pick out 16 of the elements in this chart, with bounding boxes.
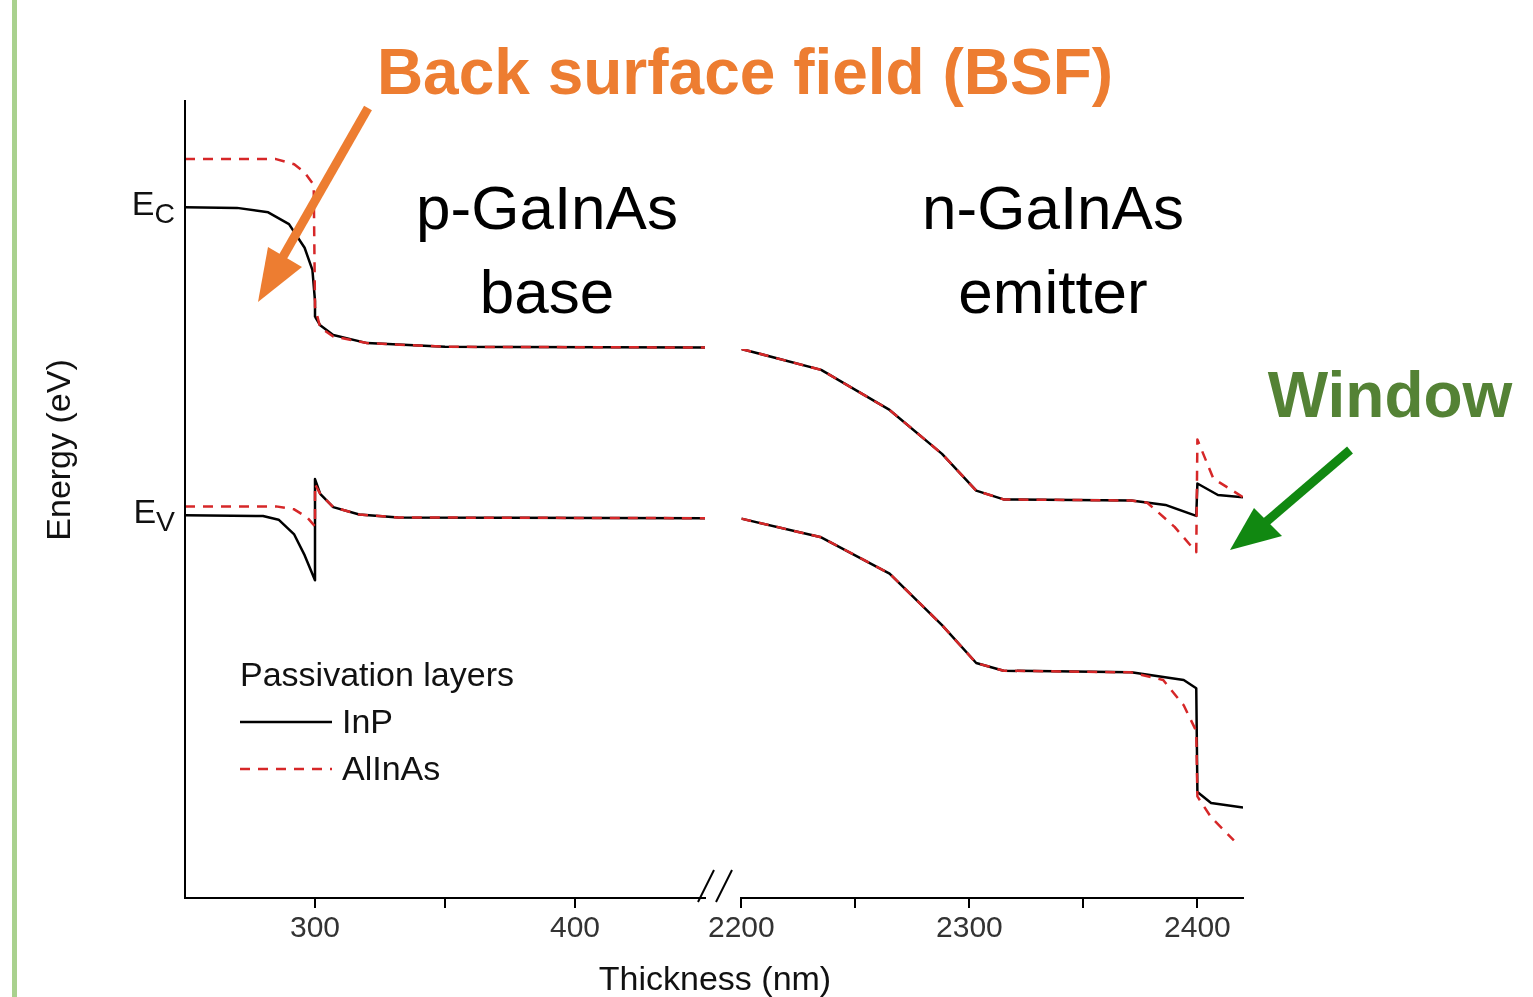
x-tick-label: 2200 xyxy=(707,910,775,944)
y-axis-title: Energy (eV) xyxy=(38,359,78,541)
x-tick-label: 2300 xyxy=(936,910,1003,944)
legend-label: AlInAs xyxy=(342,749,441,788)
x-tick-label: 2400 xyxy=(1164,910,1231,944)
text: n-GaInAs emitter xyxy=(922,172,1184,328)
text: Window xyxy=(1267,357,1513,433)
legend-label: InP xyxy=(342,702,394,741)
x-tick-label: 400 xyxy=(549,910,601,944)
annotation: E$_{C}$ xyxy=(131,184,175,231)
annotation: p-GaInAs base xyxy=(416,172,678,328)
annotation: E$_{V}$ xyxy=(133,492,175,539)
x-tick-label: 300 xyxy=(289,910,341,944)
legend-title: Passivation layers xyxy=(240,655,515,694)
text: Back surface field (BSF) xyxy=(376,34,1114,110)
x-axis-title: Thickness (nm) xyxy=(598,958,832,997)
